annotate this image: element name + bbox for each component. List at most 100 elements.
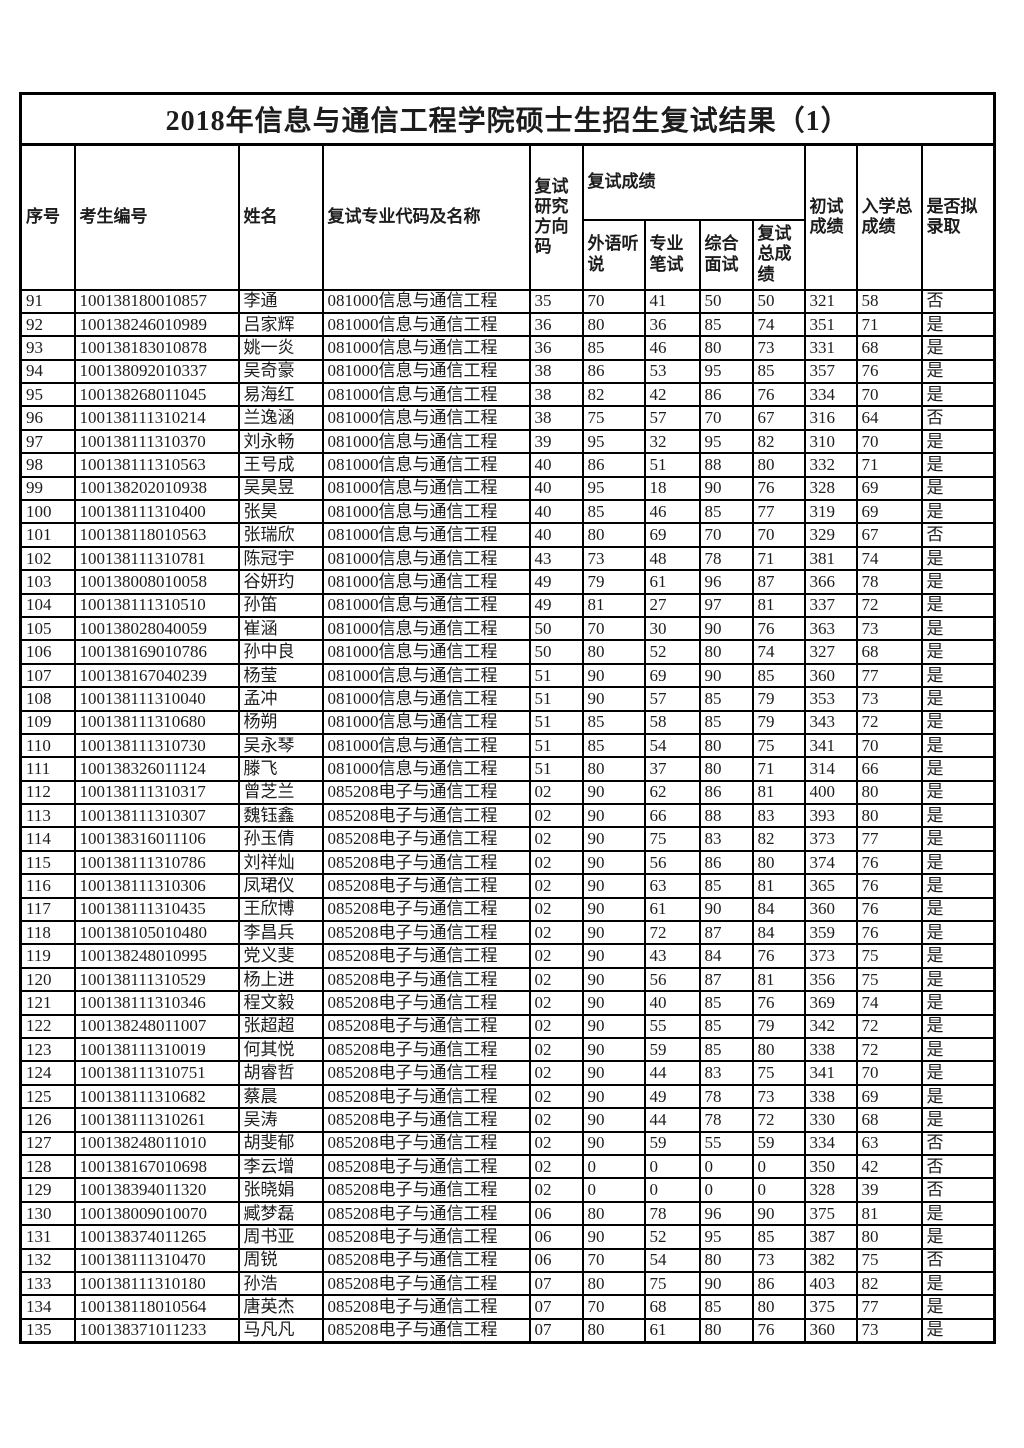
cell-candidate_id: 100138394011320 (73, 1177, 240, 1203)
cell-interview: 84 (698, 943, 754, 969)
cell-initial_score: 374 (803, 849, 858, 876)
table-row: 110 100138111310730 吴永琴 081000信息与通信工程 51 85 54… (19, 732, 996, 759)
cell-initial_score: 360 (803, 896, 858, 923)
cell-interview: 90 (698, 475, 754, 502)
table-row: 124 100138111310751 胡睿哲 085208电子与通信工程 02 90 44… (19, 1060, 996, 1086)
cell-foreign_listening: 90 (581, 1224, 646, 1250)
table-row: 111 100138326011124 滕飞 081000信息与通信工程 51 80 37 8… (19, 756, 996, 782)
cell-initial_score: 341 (803, 1060, 858, 1086)
cell-written_test: 57 (643, 405, 701, 431)
cell-retest_total: 73 (751, 335, 806, 361)
cell-serial: 112 (19, 779, 76, 806)
cell-admission_total: 80 (855, 779, 923, 806)
cell-admission_total: 69 (855, 498, 923, 525)
cell-retest_total: 79 (751, 1013, 806, 1040)
cell-serial: 125 (19, 1083, 76, 1110)
cell-serial: 131 (19, 1224, 76, 1250)
cell-major: 085208电子与通信工程 (321, 1224, 531, 1250)
cell-serial: 122 (19, 1013, 76, 1040)
table-row: 95 100138268011045 易海红 081000信息与通信工程 38 82 42 8… (19, 382, 996, 408)
cell-initial_score: 360 (803, 662, 858, 689)
cell-initial_score: 338 (803, 1036, 858, 1063)
cell-serial: 135 (19, 1317, 76, 1344)
cell-initial_score: 331 (803, 335, 858, 361)
header-row-sub: 外语听说 专业笔试 综合面试 复试总成绩 (21, 218, 995, 291)
cell-admission_total: 72 (855, 1036, 923, 1063)
cell-serial: 126 (19, 1107, 76, 1133)
table-row: 127 100138248011010 胡斐郁 085208电子与通信工程 02 90 59… (19, 1130, 996, 1156)
cell-interview: 97 (698, 592, 754, 618)
cell-retest_total: 79 (751, 709, 806, 735)
table-row: 105 100138028040059 崔涵 081000信息与通信工程 50 70 30 9… (19, 615, 996, 642)
cell-retest_total: 90 (751, 1200, 806, 1227)
cell-major: 085208电子与通信工程 (321, 1247, 531, 1273)
cell-direction_code: 51 (528, 709, 584, 735)
cell-admission_total: 76 (855, 896, 923, 923)
cell-direction_code: 07 (528, 1294, 584, 1320)
col-header-direction-code: 复试研究方向码 (528, 143, 584, 291)
cell-major: 081000信息与通信工程 (321, 428, 531, 455)
cell-serial: 101 (19, 522, 76, 548)
cell-interview: 85 (698, 873, 754, 899)
cell-serial: 103 (19, 569, 76, 595)
cell-major: 085208电子与通信工程 (321, 1107, 531, 1133)
cell-written_test: 18 (643, 475, 701, 502)
cell-admitted: 是 (920, 569, 996, 595)
cell-admission_total: 68 (855, 335, 923, 361)
cell-admitted: 是 (920, 1294, 996, 1320)
cell-foreign_listening: 86 (581, 452, 646, 478)
cell-interview: 95 (698, 428, 754, 455)
cell-direction_code: 02 (528, 1153, 584, 1180)
cell-foreign_listening: 70 (581, 288, 646, 314)
cell-major: 085208电子与通信工程 (321, 1177, 531, 1203)
cell-admitted: 是 (920, 1083, 996, 1110)
admission-results-table: 2018年信息与通信工程学院硕士生招生复试结果（1） 序号 考生编号 姓名 复试… (19, 92, 997, 1344)
cell-foreign_listening: 90 (581, 1013, 646, 1040)
cell-written_test: 42 (643, 382, 701, 408)
cell-admitted: 是 (920, 311, 996, 338)
cell-written_test: 32 (643, 428, 701, 455)
cell-retest_total: 72 (751, 1107, 806, 1133)
cell-direction_code: 02 (528, 896, 584, 923)
cell-interview: 95 (698, 1224, 754, 1250)
cell-retest_total: 80 (751, 849, 806, 876)
cell-foreign_listening: 80 (581, 639, 646, 665)
col-header-serial: 序号 (19, 143, 76, 291)
cell-interview: 78 (698, 545, 754, 572)
cell-candidate_id: 100138183010878 (73, 335, 240, 361)
cell-written_test: 69 (643, 522, 701, 548)
cell-written_test: 57 (643, 686, 701, 712)
cell-initial_score: 337 (803, 592, 858, 618)
cell-admission_total: 75 (855, 943, 923, 969)
cell-admitted: 是 (920, 428, 996, 455)
cell-foreign_listening: 79 (581, 569, 646, 595)
cell-candidate_id: 100138326011124 (73, 756, 240, 782)
cell-written_test: 51 (643, 452, 701, 478)
cell-initial_score: 310 (803, 428, 858, 455)
cell-name: 刘祥灿 (237, 849, 324, 876)
cell-foreign_listening: 0 (581, 1153, 646, 1180)
cell-serial: 130 (19, 1200, 76, 1227)
cell-major: 081000信息与通信工程 (321, 288, 531, 314)
cell-admitted: 否 (920, 288, 996, 314)
cell-admission_total: 70 (855, 428, 923, 455)
cell-admitted: 否 (920, 1130, 996, 1156)
cell-serial: 93 (19, 335, 76, 361)
cell-admitted: 是 (920, 990, 996, 1016)
cell-admission_total: 69 (855, 1083, 923, 1110)
cell-foreign_listening: 75 (581, 405, 646, 431)
header-row-top: 序号 考生编号 姓名 复试专业代码及名称 复试研究方向码 复试成绩 初试成绩 入… (19, 143, 996, 291)
cell-foreign_listening: 85 (581, 335, 646, 361)
cell-name: 张瑞欣 (237, 522, 324, 548)
cell-serial: 132 (19, 1247, 76, 1273)
cell-candidate_id: 100138118010564 (73, 1294, 240, 1320)
cell-foreign_listening: 90 (581, 826, 646, 852)
table-row: 128 100138167010698 李云增 085208电子与通信工程 02 0 0 0 0… (19, 1153, 996, 1180)
cell-candidate_id: 100138008010058 (73, 569, 240, 595)
cell-retest_total: 80 (751, 1294, 806, 1320)
cell-written_test: 69 (643, 662, 701, 689)
cell-admitted: 是 (920, 335, 996, 361)
cell-initial_score: 341 (803, 732, 858, 759)
cell-initial_score: 343 (803, 709, 858, 735)
cell-admitted: 是 (920, 1013, 996, 1040)
